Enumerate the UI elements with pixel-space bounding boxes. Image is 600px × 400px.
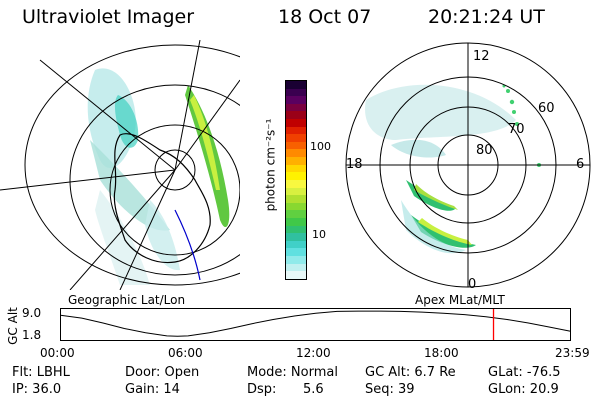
colorbar-swatch [286, 202, 306, 211]
colorbar-tick-100: 100 [310, 140, 331, 153]
status-glat: GLat: -76.5 [488, 365, 561, 380]
polar-map: 12 18 6 0 60 70 80 [345, 42, 591, 292]
colorbar-swatch [286, 187, 306, 196]
status-flt: Flt: LBHL [12, 365, 70, 380]
colorbar-swatch [286, 157, 306, 165]
timeline-x-tick-1800: 18:00 [424, 346, 459, 360]
status-gain: Gain: 14 [125, 382, 180, 397]
colorbar-tick-10: 10 [312, 228, 326, 241]
colorbar-swatch [286, 103, 306, 112]
colorbar-swatch [286, 195, 306, 203]
colorbar-swatch [286, 263, 306, 272]
colorbar-swatch [286, 225, 306, 234]
lat-label-60: 60 [538, 101, 555, 116]
colorbar-swatch [286, 141, 306, 150]
timeline-axis-title: GC Alt [6, 307, 20, 345]
timeline-x-tick-2359: 23:59 [555, 346, 590, 360]
colorbar-swatch [286, 233, 306, 241]
colorbar-swatch [286, 111, 306, 120]
colorbar-swatch [286, 217, 306, 226]
timeline-y-tick-9: 9.0 [22, 306, 42, 320]
polar-aurora [365, 84, 541, 254]
colorbar-swatch [286, 271, 306, 279]
time-label: 20:21:24 UT [428, 6, 545, 28]
instrument-title: Ultraviolet Imager [22, 6, 195, 28]
timeline-y-tick-1-8: 1.8 [22, 328, 42, 342]
timeline-x-tick-1200: 12:00 [296, 346, 331, 360]
colorbar-swatch [286, 119, 306, 127]
status-dsp-label: Dsp: [247, 382, 277, 397]
geo-map-label: Geographic Lat/Lon [68, 293, 186, 307]
mlt-label-0: 0 [468, 277, 476, 292]
colorbar-swatch [286, 164, 306, 173]
colorbar-swatch [286, 256, 306, 264]
timeline-plot [60, 308, 571, 341]
mlt-label-12: 12 [473, 49, 490, 64]
date-label: 18 Oct 07 [278, 6, 372, 28]
status-dsp-value: 5.6 [303, 382, 324, 397]
colorbar-swatch [286, 134, 306, 142]
colorbar-swatch [286, 88, 306, 97]
timeline-x-tick-0000: 00:00 [40, 346, 75, 360]
colorbar-swatch [286, 210, 306, 218]
lat-label-70: 70 [508, 122, 525, 137]
timeline-frame [60, 308, 571, 341]
status-door: Door: Open [125, 365, 200, 380]
colorbar-swatch [286, 179, 306, 188]
lat-label-80: 80 [476, 143, 493, 158]
colorbar-swatch [286, 96, 306, 104]
colorbar-swatch [286, 172, 306, 180]
colorbar-swatch [286, 248, 306, 257]
continent-outline [113, 133, 211, 264]
colorbar-unit-label: photon cm⁻²s⁻¹ [263, 118, 278, 212]
colorbar-swatch [286, 126, 306, 135]
status-mode: Mode: Normal [247, 365, 338, 380]
geographic-map [0, 40, 240, 290]
status-seq: Seq: 39 [365, 382, 415, 397]
timeline-x-tick-0600: 06:00 [168, 346, 203, 360]
status-gc-alt: GC Alt: 6.7 Re [365, 365, 456, 380]
colorbar-swatch [286, 81, 306, 89]
colorbar-swatch [286, 149, 306, 158]
status-ip: IP: 36.0 [12, 382, 62, 397]
colorbar [285, 80, 307, 280]
status-glon: GLon: 20.9 [488, 382, 559, 397]
colorbar-swatch [286, 240, 306, 249]
mlt-label-18: 18 [346, 157, 363, 172]
timeline-altitude-curve [60, 310, 571, 337]
mlt-label-6: 6 [576, 157, 584, 172]
polar-map-label: Apex MLat/MLT [415, 293, 505, 307]
